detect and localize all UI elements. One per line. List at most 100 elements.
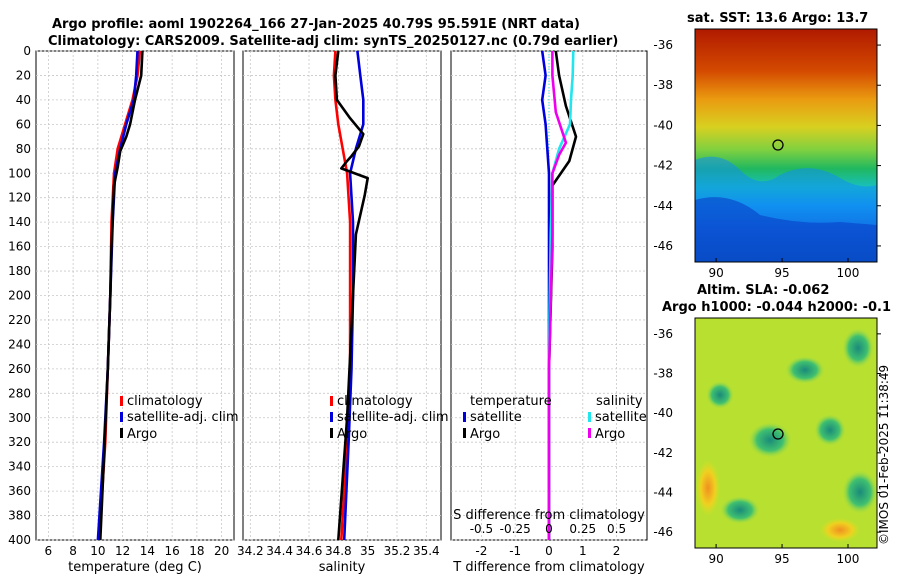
temperature-xlabel: temperature (deg C) — [68, 560, 202, 575]
x-tick-label: -1 — [509, 544, 521, 558]
legend-label: climatology — [337, 394, 413, 409]
legend-label: satellite-adj. clim — [337, 410, 449, 425]
difference-xlabel: T difference from climatology — [452, 560, 645, 575]
map-x-tick-label: 100 — [837, 266, 860, 280]
y-tick-label: 180 — [8, 264, 31, 278]
sla-warm-patch — [820, 518, 860, 542]
y-tick-label: 20 — [16, 68, 31, 82]
legend-label: satellite — [470, 410, 522, 425]
map-y-tick-label: -42 — [653, 159, 673, 173]
legend-swatch-argo — [330, 428, 333, 438]
sst-map — [694, 28, 878, 263]
sla-map-title-line1: Altim. SLA: -0.062 — [697, 283, 830, 298]
map-y-tick-label: -42 — [653, 446, 673, 460]
y-tick-label: 100 — [8, 166, 31, 180]
series-line-argo — [334, 50, 370, 541]
map-y-tick-label: -38 — [653, 78, 673, 92]
sst-float-marker — [772, 139, 784, 151]
sla-eddy — [785, 356, 825, 384]
y-tick-label: 160 — [8, 240, 31, 254]
legend-swatch-satellite — [330, 412, 333, 422]
y-tick-label: 200 — [8, 289, 31, 303]
x-tick-label: 14 — [140, 544, 155, 558]
y-tick-label: 220 — [8, 313, 31, 327]
sla-eddy — [842, 328, 874, 368]
legend-title-salinity: salinity — [596, 394, 643, 409]
y-tick-label: 80 — [16, 142, 31, 156]
sst-map-title: sat. SST: 13.6 Argo: 13.7 — [687, 11, 869, 26]
y-tick-label: 300 — [8, 411, 31, 425]
series-line-s-argo — [547, 51, 568, 540]
sst-map-frame — [694, 28, 878, 263]
legend-label: Argo — [595, 427, 625, 442]
sla-float-marker — [772, 428, 784, 440]
x-tick-label: 34.8 — [325, 544, 352, 558]
x-tick-label: 2 — [613, 544, 621, 558]
x-tick-label-top: -0.25 — [500, 522, 531, 536]
sla-eddy — [842, 470, 878, 514]
series-line-argo — [99, 50, 144, 541]
x-tick-label-top: -0.5 — [470, 522, 493, 536]
legend-swatch-satellite — [120, 412, 123, 422]
legend-label: climatology — [127, 394, 203, 409]
x-tick-label: 34.4 — [266, 544, 293, 558]
x-tick-label-top: 0 — [545, 522, 553, 536]
x-tick-label: -2 — [475, 544, 487, 558]
figure-title-line1: Argo profile: aoml 1902264_166 27-Jan-20… — [52, 17, 580, 32]
salinity-legend: climatology satellite-adj. clim Argo — [330, 394, 449, 442]
legend-label: Argo — [127, 427, 157, 442]
sla-eddy — [748, 422, 792, 458]
y-tick-label: 400 — [8, 533, 31, 547]
y-tick-label: 380 — [8, 509, 31, 523]
map-x-tick-label: 95 — [774, 266, 789, 280]
x-tick-label-top: 0.5 — [607, 522, 626, 536]
y-tick-label: 120 — [8, 191, 31, 205]
y-tick-label: 40 — [16, 93, 31, 107]
temperature-legend: climatology satellite-adj. clim Argo — [120, 394, 239, 442]
legend-title-temperature: temperature — [470, 394, 552, 409]
map-y-tick-label: -36 — [653, 38, 673, 52]
sst-deep-cold-water — [695, 197, 877, 262]
legend-swatch-t-satellite — [463, 412, 466, 422]
map-x-tick-label: 90 — [708, 266, 723, 280]
legend-swatch-s-satellite — [588, 412, 591, 422]
sla-map-title-line2: Argo h1000: -0.044 h2000: -0.1 — [662, 300, 892, 315]
x-tick-label: 18 — [189, 544, 204, 558]
legend-label: satellite-adj. clim — [127, 410, 239, 425]
y-tick-label: 240 — [8, 337, 31, 351]
sla-eddy — [814, 414, 846, 446]
x-tick-label: 0 — [545, 544, 553, 558]
sla-map — [694, 317, 878, 549]
difference-legend: temperature satellite Argo salinity sate… — [463, 394, 647, 442]
x-tick-label: 10 — [90, 544, 105, 558]
figure-title-line2: Climatology: CARS2009. Satellite-adj cli… — [48, 34, 619, 49]
y-tick-label: 60 — [16, 117, 31, 131]
map-y-tick-label: -44 — [653, 199, 673, 213]
x-tick-label: 12 — [115, 544, 130, 558]
map-x-tick-label: 95 — [774, 552, 789, 566]
y-tick-label: 260 — [8, 362, 31, 376]
map-y-tick-label: -46 — [653, 239, 673, 253]
x-tick-label: 8 — [69, 544, 77, 558]
y-tick-label: 340 — [8, 460, 31, 474]
legend-label: Argo — [470, 427, 500, 442]
sla-map-frame — [694, 317, 878, 549]
imos-credit: ©IMOS 01-Feb-2025 11:38:49 — [877, 364, 891, 545]
legend-label: satellite — [595, 410, 647, 425]
sla-eddy — [706, 381, 734, 409]
x-tick-label: 20 — [214, 544, 229, 558]
x-tick-label: 35.2 — [384, 544, 411, 558]
legend-swatch-climatology — [330, 396, 333, 406]
map-y-tick-label: -40 — [653, 118, 673, 132]
legend-swatch-climatology — [120, 396, 123, 406]
x-tick-label: 6 — [45, 544, 53, 558]
x-tick-label: 1 — [579, 544, 587, 558]
y-tick-label: 280 — [8, 386, 31, 400]
difference-xlabel-top: S difference from climatology — [453, 508, 645, 523]
x-tick-label: 16 — [164, 544, 179, 558]
x-tick-label: 34.6 — [296, 544, 323, 558]
map-y-tick-label: -40 — [653, 406, 673, 420]
salinity-xlabel: salinity — [319, 560, 366, 575]
legend-swatch-t-argo — [463, 428, 466, 438]
